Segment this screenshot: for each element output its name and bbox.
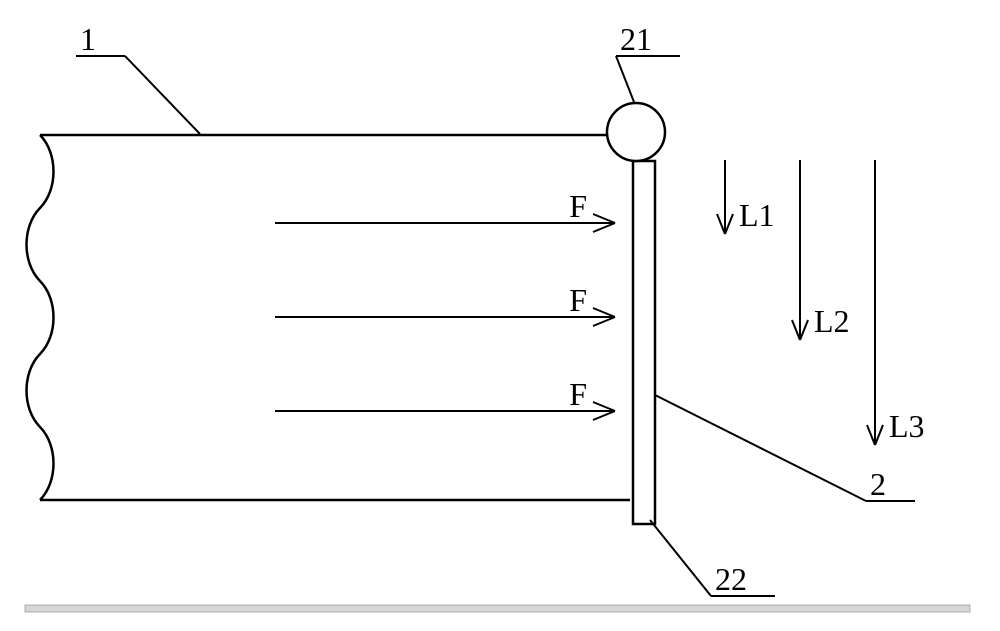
force-arrow: F [275,188,615,232]
length-arrow: L1 [717,160,775,234]
length-arrow: L3 [867,160,925,445]
ground-strip [25,605,970,612]
force-arrow: F [275,282,615,326]
callout-c21: 21 [616,21,680,102]
callout-c1: 1 [76,21,200,134]
length-label: L2 [814,303,850,339]
pivot-circle [607,103,665,161]
force-arrow: F [275,376,615,420]
force-label: F [569,376,587,412]
callout-label: 2 [870,466,886,502]
length-arrow: L2 [792,160,850,340]
callout-label: 22 [715,561,747,597]
callout-c22: 22 [650,520,775,597]
callouts: 121222 [76,21,915,597]
force-arrows: F F F [275,188,615,420]
force-label: F [569,282,587,318]
force-label: F [569,188,587,224]
length-arrows: L1 L2 L3 [717,160,925,445]
length-label: L3 [889,408,925,444]
length-label: L1 [739,197,775,233]
callout-label: 21 [620,21,652,57]
callout-label: 1 [80,21,96,57]
flap-plate [633,161,655,524]
engineering-diagram: FFF L1L2L3 121222 [0,0,1000,631]
